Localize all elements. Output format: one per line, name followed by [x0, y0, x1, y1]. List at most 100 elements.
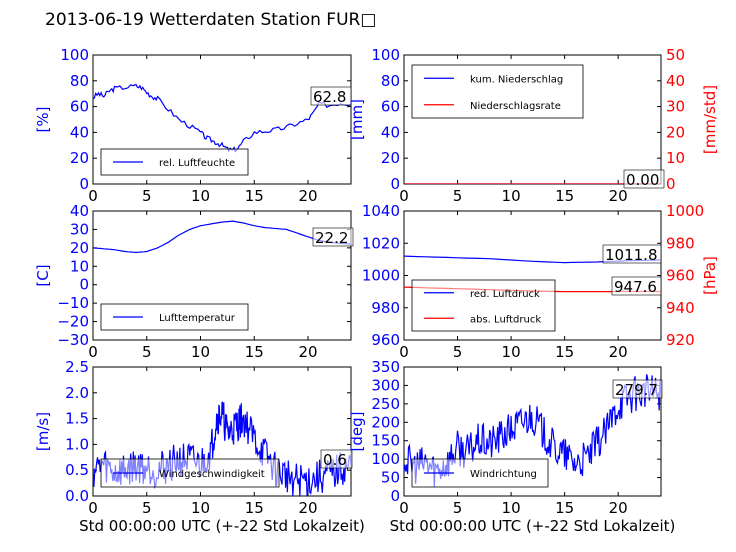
- value-annotation: 1011.8: [605, 246, 658, 264]
- value-annotation: 62.8: [313, 88, 346, 106]
- x-tick-label: 15: [555, 499, 574, 517]
- value-annotation: 0.6: [323, 451, 347, 469]
- y-tick-label: 1.0: [65, 435, 89, 453]
- legend-box: [411, 64, 584, 119]
- y-tick-label: 1000: [362, 267, 400, 285]
- y-tick-label: 0: [79, 175, 89, 193]
- y-tick-label-right: 960: [666, 267, 695, 285]
- legend-label: rel. Luftfeuchte: [159, 158, 235, 169]
- y-tick-label: 80: [70, 72, 89, 90]
- x-tick-label: 10: [191, 187, 210, 205]
- plot-frame: [92, 366, 352, 497]
- legend-label: kum. Niederschlag: [470, 74, 563, 85]
- x-tick-label: 10: [502, 187, 521, 205]
- x-tick-label: 10: [502, 499, 521, 517]
- x-tick-label: 5: [453, 499, 463, 517]
- value-annotation-box: [312, 227, 354, 247]
- y-axis-label: [%]: [34, 107, 52, 133]
- x-tick-label: 10: [191, 499, 210, 517]
- y-tick-label: 20: [70, 239, 89, 257]
- x-tick-label: 5: [453, 343, 463, 361]
- y-tick-label-right: 40: [666, 72, 685, 90]
- x-tick-label: 20: [609, 499, 628, 517]
- plot-frame: [92, 210, 352, 341]
- y-tick-label: 0: [390, 487, 400, 505]
- y-tick-label: 40: [381, 123, 400, 141]
- x-tick-label: 20: [609, 187, 628, 205]
- x-tick-label: 5: [142, 343, 152, 361]
- y-tick-label: 20: [70, 149, 89, 167]
- panel-precip: [403, 54, 665, 189]
- y-tick-label: 0.5: [65, 461, 89, 479]
- y-tick-label: 10: [70, 257, 89, 275]
- x-axis-label: Std 00:00:00 UTC (+-22 Std Lokalzeit): [390, 517, 676, 535]
- y-tick-label: 2.5: [65, 358, 89, 376]
- y-tick-label-right: 0: [666, 175, 676, 193]
- y-tick-label: 200: [371, 413, 400, 431]
- y-axis-label: [m/s]: [34, 412, 52, 451]
- y-tick-label: −10: [57, 294, 89, 312]
- x-axis-label: Std 00:00:00 UTC (+-22 Std Lokalzeit): [79, 517, 365, 535]
- legend-label: abs. Luftdruck: [470, 314, 541, 325]
- value-annotation-box: [623, 169, 665, 189]
- y-tick-label-right: 920: [666, 331, 695, 349]
- y-tick-label: 20: [381, 149, 400, 167]
- x-tick-label: 0: [399, 187, 409, 205]
- y-tick-label: 960: [371, 331, 400, 349]
- x-tick-label: 20: [298, 187, 317, 205]
- series-line-rel-luftfeuchte: [93, 83, 351, 153]
- y-axis-label: [mm]: [348, 99, 366, 140]
- x-tick-label: 20: [298, 499, 317, 517]
- y-tick-label-right: 20: [666, 123, 685, 141]
- x-tick-label: 0: [88, 499, 98, 517]
- y-tick-label: 1.5: [65, 410, 89, 428]
- x-tick-label: 20: [609, 343, 628, 361]
- x-tick-label: 15: [245, 343, 264, 361]
- x-tick-label: 0: [399, 499, 409, 517]
- y-tick-label: 1040: [362, 202, 400, 220]
- panel-wind: [92, 366, 353, 497]
- y-axis-label: [C]: [34, 264, 52, 286]
- y-tick-label: 0: [390, 175, 400, 193]
- value-annotation-box: [611, 276, 662, 296]
- value-annotation: 0.00: [626, 171, 659, 189]
- y-tick-label: 980: [371, 299, 400, 317]
- y-tick-label: 300: [371, 376, 400, 394]
- y-tick-label: 100: [60, 46, 89, 64]
- x-tick-label: 10: [191, 343, 210, 361]
- panel-humidity: [92, 54, 352, 185]
- y-tick-label-right: 10: [666, 149, 685, 167]
- y-tick-label-right: 1000: [666, 202, 704, 220]
- series-line-lufttemperatur: [93, 220, 351, 254]
- value-annotation: 947.6: [614, 278, 657, 296]
- y-tick-label: 30: [70, 220, 89, 238]
- x-tick-label: 15: [245, 499, 264, 517]
- x-tick-label: 5: [142, 499, 152, 517]
- y-tick-label: 50: [381, 469, 400, 487]
- x-tick-label: 15: [245, 187, 264, 205]
- plot-frame: [92, 54, 352, 185]
- value-annotation: 22.2: [315, 229, 348, 247]
- y-tick-label: −30: [57, 331, 89, 349]
- y-tick-label-right: 940: [666, 299, 695, 317]
- value-annotation-box: [310, 86, 352, 106]
- y-tick-label: 250: [371, 395, 400, 413]
- legend-label: red. Luftdruck: [470, 289, 540, 300]
- y-tick-label: 100: [371, 46, 400, 64]
- legend-label: Lufttemperatur: [159, 313, 236, 324]
- y-tick-label: 60: [70, 98, 89, 116]
- panel-pressure: [403, 210, 662, 341]
- x-tick-label: 0: [88, 187, 98, 205]
- value-annotation-box: [612, 379, 663, 399]
- value-annotation-box: [602, 244, 662, 264]
- y-tick-label: 40: [70, 123, 89, 141]
- x-tick-label: 20: [298, 343, 317, 361]
- plot-frame: [403, 366, 662, 497]
- x-tick-label: 15: [555, 187, 574, 205]
- y-tick-label-right: 980: [666, 234, 695, 252]
- y-tick-label: 60: [381, 98, 400, 116]
- legend-label: Windrichtung: [470, 469, 537, 480]
- y-tick-label: 100: [371, 450, 400, 468]
- legend-label: Niederschlagsrate: [470, 101, 561, 112]
